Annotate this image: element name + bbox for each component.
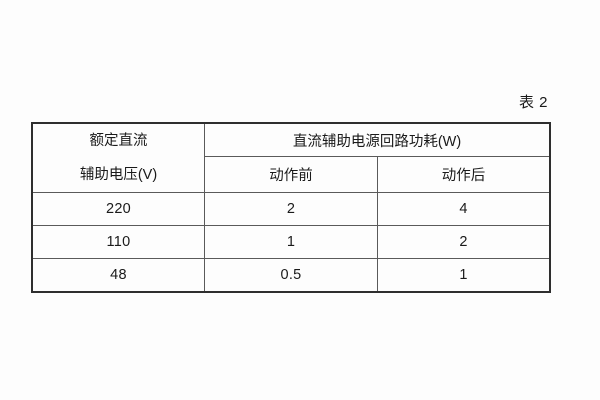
- table-header-row-1: 额定直流 辅助电压(V) 直流辅助电源回路功耗(W): [32, 123, 550, 193]
- cell-before: 0.5: [204, 258, 378, 292]
- cell-voltage: 48: [32, 258, 205, 292]
- power-consumption-table: 额定直流 辅助电压(V) 直流辅助电源回路功耗(W) 动作前 动作后 220 2…: [31, 122, 551, 293]
- cell-after: 2: [377, 225, 550, 259]
- cell-voltage: 110: [32, 225, 205, 259]
- table-row: 110 1 2: [32, 225, 550, 259]
- header-cell-rated-voltage: 额定直流 辅助电压(V): [32, 123, 205, 193]
- table-header-row-2: 动作前 动作后: [33, 156, 550, 193]
- cell-after: 1: [377, 258, 550, 292]
- table-caption: 表 2: [518, 94, 548, 111]
- header-cell-after: 动作后: [377, 156, 550, 193]
- cell-before: 2: [204, 192, 378, 226]
- header-rated-voltage-line1: 额定直流: [89, 132, 148, 149]
- header-cell-before: 动作前: [204, 156, 378, 193]
- table-row: 220 2 4: [32, 192, 550, 226]
- header-rated-voltage-line2: 辅助电压(V): [79, 166, 158, 183]
- table-row: 48 0.5 1: [32, 258, 550, 292]
- cell-after: 4: [377, 192, 550, 226]
- table-container: 额定直流 辅助电压(V) 直流辅助电源回路功耗(W) 动作前 动作后 220 2…: [31, 122, 551, 293]
- cell-voltage: 220: [32, 192, 205, 226]
- header-cell-group-title: 直流辅助电源回路功耗(W): [204, 123, 550, 157]
- cell-before: 1: [204, 225, 378, 259]
